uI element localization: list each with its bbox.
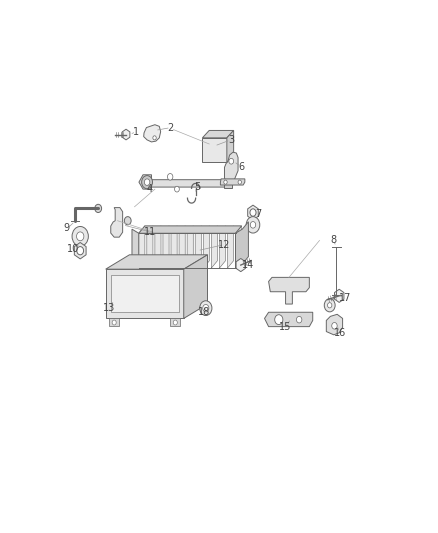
Circle shape	[229, 158, 233, 164]
Polygon shape	[326, 314, 343, 335]
Polygon shape	[139, 175, 152, 189]
Circle shape	[238, 180, 241, 184]
Circle shape	[141, 175, 152, 189]
Circle shape	[175, 186, 179, 192]
Circle shape	[250, 209, 256, 216]
Text: 9: 9	[64, 223, 70, 233]
Polygon shape	[202, 131, 233, 138]
Text: 8: 8	[330, 236, 336, 245]
Circle shape	[145, 179, 150, 185]
Text: 6: 6	[238, 161, 244, 172]
Polygon shape	[268, 277, 309, 304]
Circle shape	[77, 247, 84, 255]
Circle shape	[250, 222, 256, 228]
Polygon shape	[171, 226, 177, 268]
Polygon shape	[236, 259, 245, 272]
Bar	[109, 318, 119, 326]
Bar	[224, 179, 232, 188]
Polygon shape	[211, 226, 217, 268]
Text: 5: 5	[194, 182, 201, 192]
Circle shape	[203, 304, 209, 312]
Circle shape	[297, 317, 302, 323]
Polygon shape	[265, 312, 313, 327]
Polygon shape	[155, 226, 161, 268]
Circle shape	[332, 322, 337, 329]
Polygon shape	[179, 226, 185, 268]
Polygon shape	[111, 276, 179, 312]
Polygon shape	[227, 131, 233, 163]
Polygon shape	[248, 205, 258, 220]
Polygon shape	[203, 226, 209, 268]
Polygon shape	[122, 129, 130, 140]
Polygon shape	[220, 179, 245, 185]
Polygon shape	[224, 152, 238, 183]
Text: 18: 18	[198, 307, 210, 317]
Polygon shape	[139, 226, 242, 233]
Text: 17: 17	[339, 293, 351, 303]
Polygon shape	[106, 269, 184, 318]
Circle shape	[95, 204, 102, 213]
Bar	[170, 318, 180, 326]
Circle shape	[167, 174, 173, 180]
Polygon shape	[195, 226, 201, 268]
Circle shape	[124, 216, 131, 225]
Bar	[202, 138, 227, 163]
Text: 11: 11	[144, 227, 156, 237]
Polygon shape	[163, 226, 169, 268]
Text: 16: 16	[334, 328, 346, 338]
Polygon shape	[147, 226, 153, 268]
Polygon shape	[184, 255, 208, 318]
Circle shape	[328, 303, 332, 308]
Polygon shape	[106, 255, 208, 269]
Polygon shape	[236, 226, 242, 268]
Text: 4: 4	[147, 184, 153, 194]
Text: 15: 15	[279, 321, 292, 332]
Text: 10: 10	[67, 244, 80, 254]
Text: 3: 3	[228, 135, 234, 145]
Polygon shape	[132, 229, 139, 268]
Polygon shape	[152, 175, 231, 187]
Circle shape	[324, 298, 335, 312]
Text: 12: 12	[218, 239, 231, 249]
Polygon shape	[227, 226, 233, 268]
Circle shape	[275, 314, 283, 325]
Circle shape	[112, 320, 116, 325]
Circle shape	[200, 301, 212, 316]
Polygon shape	[111, 207, 123, 237]
Circle shape	[224, 180, 227, 184]
Polygon shape	[139, 226, 145, 268]
Text: 13: 13	[103, 303, 115, 313]
Polygon shape	[236, 222, 248, 268]
Circle shape	[72, 227, 88, 246]
Polygon shape	[144, 125, 161, 142]
Circle shape	[153, 136, 156, 140]
Polygon shape	[74, 243, 86, 259]
Circle shape	[77, 232, 84, 241]
Polygon shape	[187, 226, 193, 268]
Text: 7: 7	[255, 209, 261, 219]
Text: 1: 1	[133, 127, 139, 136]
Circle shape	[173, 320, 177, 325]
Text: 14: 14	[242, 260, 254, 270]
Text: 2: 2	[167, 123, 173, 133]
Circle shape	[246, 216, 260, 233]
Polygon shape	[335, 289, 344, 302]
Polygon shape	[219, 226, 226, 268]
